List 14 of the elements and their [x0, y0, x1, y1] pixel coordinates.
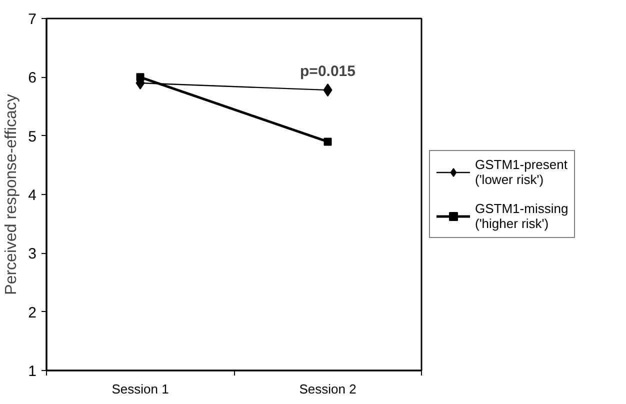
y-tick-label: 1	[28, 363, 36, 380]
y-tick-label: 5	[28, 128, 36, 146]
legend-label: GSTM1-missing ('higher risk')	[475, 201, 568, 231]
y-tick-label: 2	[28, 304, 36, 322]
y-tick-label: 6	[28, 70, 36, 87]
y-tick-label: 7	[28, 11, 36, 28]
legend-label: GSTM1-present ('lower risk')	[475, 157, 568, 187]
point	[324, 138, 332, 146]
annotation: p=0.015	[300, 63, 356, 80]
x-tick-label: Session 2	[299, 382, 356, 396]
y-tick-label: 4	[28, 187, 36, 204]
y-tick-label: 3	[28, 246, 36, 263]
x-tick-label: Session 1	[112, 382, 169, 396]
y-axis-title: Perceived response-efficacy	[3, 94, 20, 295]
